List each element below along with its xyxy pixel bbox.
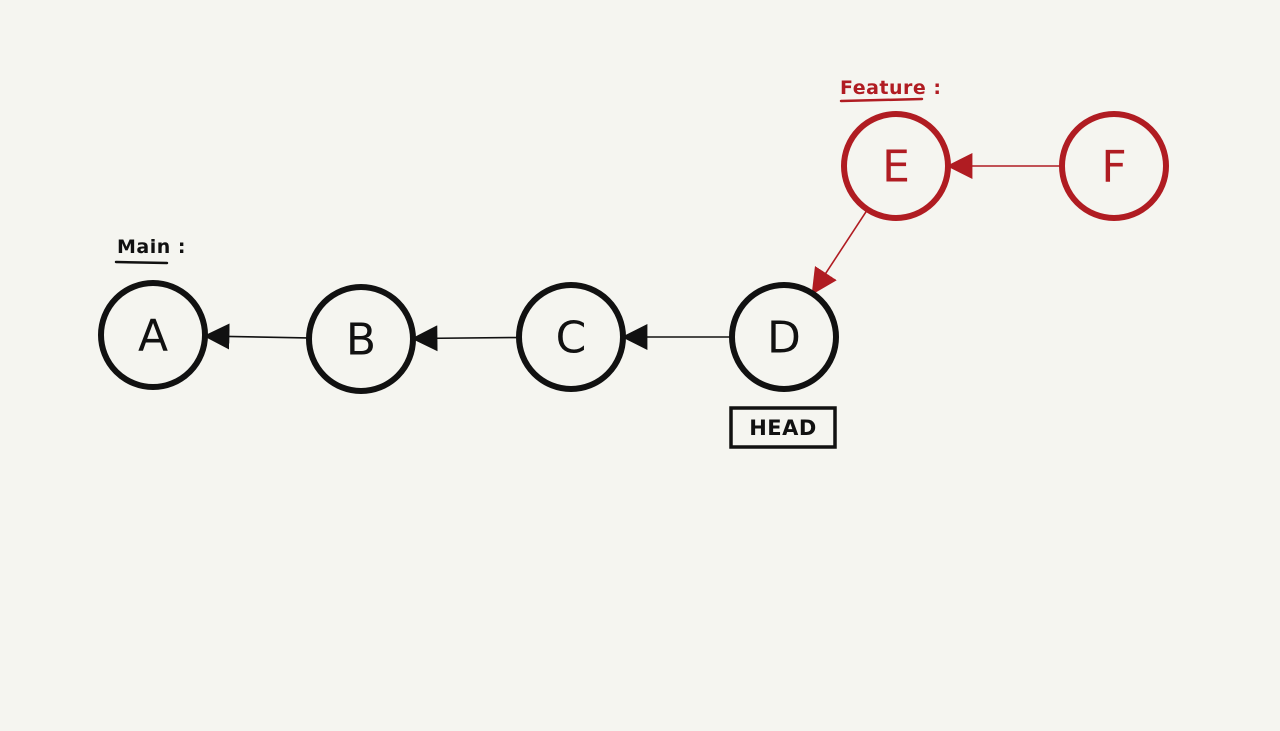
commit-node-e: E [841,111,951,221]
commit-node-c: C [516,282,626,392]
commit-node-f: F [1059,111,1169,221]
commit-label-e: E [882,142,910,193]
commit-node-a: A [98,280,208,390]
commit-label-d: D [767,313,801,364]
commit-label-c: C [556,313,587,364]
commit-circle-a [98,280,208,390]
head-pointer: HEAD [729,406,837,449]
commit-node-d: D [729,282,839,392]
commit-circle-b [306,284,416,394]
main-branch-underline [114,260,169,265]
edge-c-to-b [411,325,518,352]
commit-circle-c [516,282,626,392]
commit-node-b: B [306,284,416,394]
head-box [729,406,837,449]
main-branch-label: Main : [117,236,186,258]
feature-branch-label-group: Feature : [839,77,942,103]
main-branch-label-group: Main : [114,236,186,265]
commits-layer: A B C D E F [98,111,1169,394]
feature-branch-underline [839,97,924,103]
commit-circle-f [1059,111,1169,221]
head-label: HEAD [749,416,817,440]
commit-circle-d [729,282,839,392]
commit-circle-e [841,111,951,221]
edge-e-to-d [811,210,868,295]
commit-label-f: F [1101,142,1126,193]
edges-layer [203,153,1060,352]
edge-b-to-a [203,323,308,350]
commit-label-a: A [138,311,168,362]
commit-label-b: B [346,315,376,366]
feature-branch-label: Feature : [840,77,942,99]
